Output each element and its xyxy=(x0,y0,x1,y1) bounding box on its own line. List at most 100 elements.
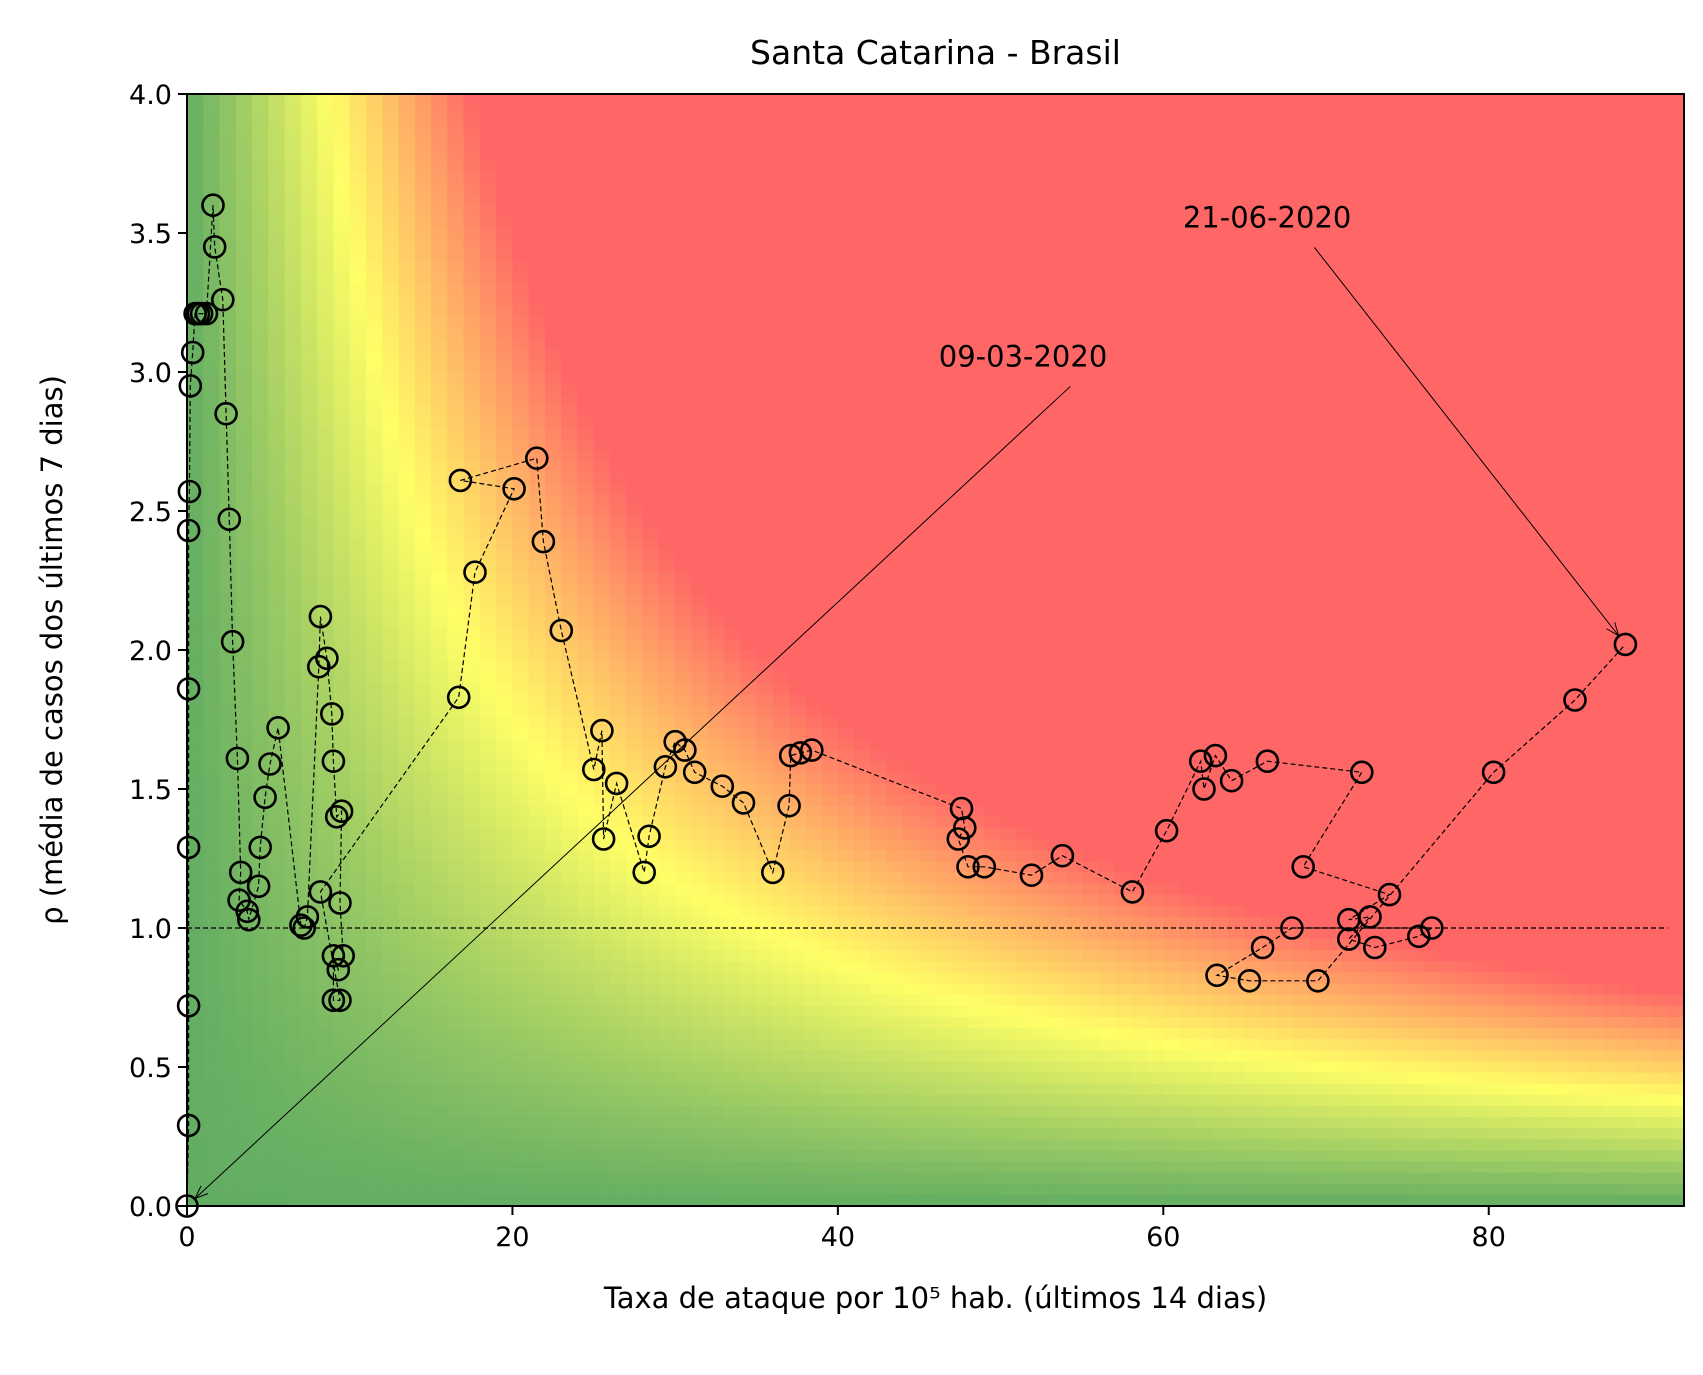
heatmap-cell xyxy=(447,827,465,840)
heatmap-cell xyxy=(528,972,546,985)
heatmap-cell xyxy=(447,1117,465,1129)
heatmap-cell xyxy=(398,661,416,673)
heatmap-cell xyxy=(528,783,546,796)
heatmap-cell xyxy=(902,939,920,951)
heatmap-cell xyxy=(365,661,383,673)
heatmap-cell xyxy=(837,1105,855,1118)
heatmap-cell xyxy=(756,672,774,684)
heatmap-cell xyxy=(935,1094,953,1107)
heatmap-cell xyxy=(626,805,644,818)
heatmap-cell xyxy=(577,338,595,351)
heatmap-cell xyxy=(707,182,725,195)
heatmap-cell xyxy=(382,383,400,395)
heatmap-cell xyxy=(561,983,579,996)
heatmap-cell xyxy=(300,238,318,251)
heatmap-cell xyxy=(935,438,953,451)
heatmap-cell xyxy=(837,194,855,206)
heatmap-cell xyxy=(561,1194,579,1207)
heatmap-cell xyxy=(789,1161,806,1174)
heatmap-cell xyxy=(984,394,1002,406)
heatmap-cell xyxy=(902,460,920,473)
heatmap-cell xyxy=(431,494,448,507)
heatmap-cell xyxy=(919,750,937,762)
heatmap-cell xyxy=(317,294,335,306)
heatmap-cell xyxy=(349,794,367,807)
heatmap-cell xyxy=(593,194,611,206)
heatmap-cell xyxy=(886,449,904,462)
heatmap-cell xyxy=(805,1039,823,1051)
heatmap-cell xyxy=(968,761,985,773)
heatmap-cell xyxy=(593,783,611,796)
heatmap-cell xyxy=(886,683,904,696)
heatmap-cell xyxy=(968,271,985,284)
heatmap-cell xyxy=(479,249,497,262)
heatmap-cell xyxy=(284,694,302,707)
heatmap-cell xyxy=(642,205,660,217)
heatmap-cell xyxy=(447,160,465,173)
heatmap-cell xyxy=(349,238,367,251)
heatmap-cell xyxy=(365,294,383,306)
heatmap-cell xyxy=(544,883,562,896)
heatmap-cell xyxy=(382,316,400,329)
heatmap-cell xyxy=(919,905,937,918)
heatmap-cell xyxy=(870,1083,888,1096)
heatmap-cell xyxy=(837,516,855,529)
heatmap-cell xyxy=(740,205,758,217)
heatmap-cell xyxy=(740,1150,758,1163)
heatmap-cell xyxy=(561,149,579,162)
heatmap-cell xyxy=(805,638,823,651)
heatmap-cell xyxy=(414,227,432,240)
heatmap-cell xyxy=(333,271,351,284)
heatmap-cell xyxy=(544,449,562,462)
heatmap-cell xyxy=(561,905,579,918)
heatmap-cell xyxy=(968,149,985,162)
heatmap-cell xyxy=(935,994,953,1007)
heatmap-cell xyxy=(984,839,1002,851)
heatmap-cell xyxy=(382,1150,400,1163)
heatmap-cell xyxy=(398,894,416,907)
heatmap-cell xyxy=(837,438,855,451)
heatmap-cell xyxy=(642,561,660,573)
heatmap-cell xyxy=(252,872,269,885)
heatmap-cell xyxy=(268,839,286,851)
heatmap-cell xyxy=(691,1150,709,1163)
heatmap-cell xyxy=(317,561,335,573)
heatmap-cell xyxy=(544,650,562,662)
heatmap-cell xyxy=(854,783,872,796)
heatmap-cell xyxy=(431,1183,448,1196)
heatmap-cell xyxy=(317,216,335,229)
heatmap-cell xyxy=(675,349,693,362)
heatmap-cell xyxy=(691,182,709,195)
heatmap-cell xyxy=(252,516,269,529)
heatmap-cell xyxy=(984,505,1002,518)
heatmap-cell xyxy=(284,316,302,329)
heatmap-cell xyxy=(805,928,823,940)
heatmap-cell xyxy=(333,105,351,117)
heatmap-cell xyxy=(317,138,335,151)
heatmap-cell xyxy=(642,850,660,862)
heatmap-cell xyxy=(561,1117,579,1129)
heatmap-cell xyxy=(219,794,237,807)
heatmap-cell xyxy=(691,1161,709,1174)
heatmap-cell xyxy=(496,983,514,996)
heatmap-cell xyxy=(447,316,465,329)
heatmap-cell xyxy=(740,616,758,629)
heatmap-cell xyxy=(496,727,514,740)
heatmap-cell xyxy=(317,472,335,484)
heatmap-cell xyxy=(854,983,872,996)
heatmap-cell xyxy=(300,561,318,573)
heatmap-cell xyxy=(756,372,774,384)
heatmap-cell xyxy=(968,716,985,729)
heatmap-cell xyxy=(268,505,286,518)
heatmap-cell xyxy=(382,472,400,484)
heatmap-cell xyxy=(349,1117,367,1129)
heatmap-cell xyxy=(740,383,758,395)
heatmap-cell xyxy=(854,194,872,206)
heatmap-cell xyxy=(935,349,953,362)
heatmap-cell xyxy=(821,283,839,295)
heatmap-cell xyxy=(984,105,1002,117)
heatmap-cell xyxy=(203,972,221,985)
heatmap-cell xyxy=(431,950,448,962)
heatmap-cell xyxy=(203,283,221,295)
heatmap-cell xyxy=(821,738,839,751)
